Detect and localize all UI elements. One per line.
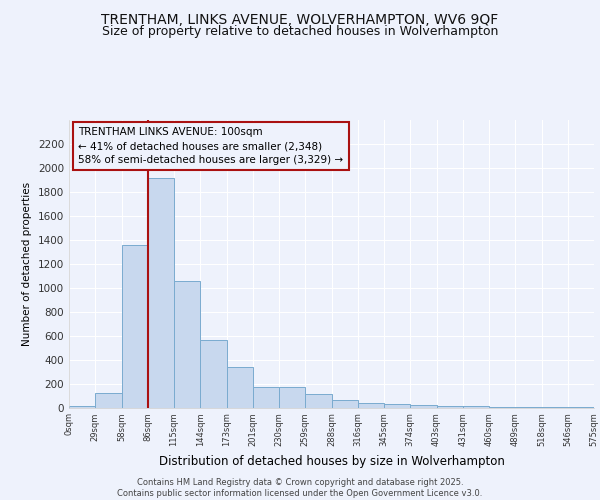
Bar: [253, 387, 279, 407]
Bar: [489, 407, 515, 408]
Bar: [358, 402, 384, 407]
Bar: [174, 281, 200, 407]
Bar: [463, 406, 489, 408]
Bar: [148, 178, 174, 408]
Bar: [542, 407, 568, 408]
X-axis label: Distribution of detached houses by size in Wolverhampton: Distribution of detached houses by size …: [158, 454, 505, 468]
Text: Size of property relative to detached houses in Wolverhampton: Size of property relative to detached ho…: [102, 25, 498, 38]
Bar: [305, 394, 331, 407]
Bar: [279, 387, 305, 407]
Bar: [200, 340, 227, 407]
Text: TRENTHAM, LINKS AVENUE, WOLVERHAMPTON, WV6 9QF: TRENTHAM, LINKS AVENUE, WOLVERHAMPTON, W…: [101, 12, 499, 26]
Bar: [568, 407, 594, 408]
Bar: [437, 406, 463, 407]
Text: Contains HM Land Registry data © Crown copyright and database right 2025.
Contai: Contains HM Land Registry data © Crown c…: [118, 478, 482, 498]
Bar: [227, 367, 253, 408]
Bar: [384, 404, 410, 407]
Bar: [121, 244, 148, 408]
Bar: [69, 406, 95, 408]
Bar: [95, 392, 121, 407]
Y-axis label: Number of detached properties: Number of detached properties: [22, 182, 32, 346]
Bar: [410, 404, 437, 407]
Bar: [515, 407, 542, 408]
Text: TRENTHAM LINKS AVENUE: 100sqm
← 41% of detached houses are smaller (2,348)
58% o: TRENTHAM LINKS AVENUE: 100sqm ← 41% of d…: [78, 127, 343, 165]
Bar: [331, 400, 358, 407]
